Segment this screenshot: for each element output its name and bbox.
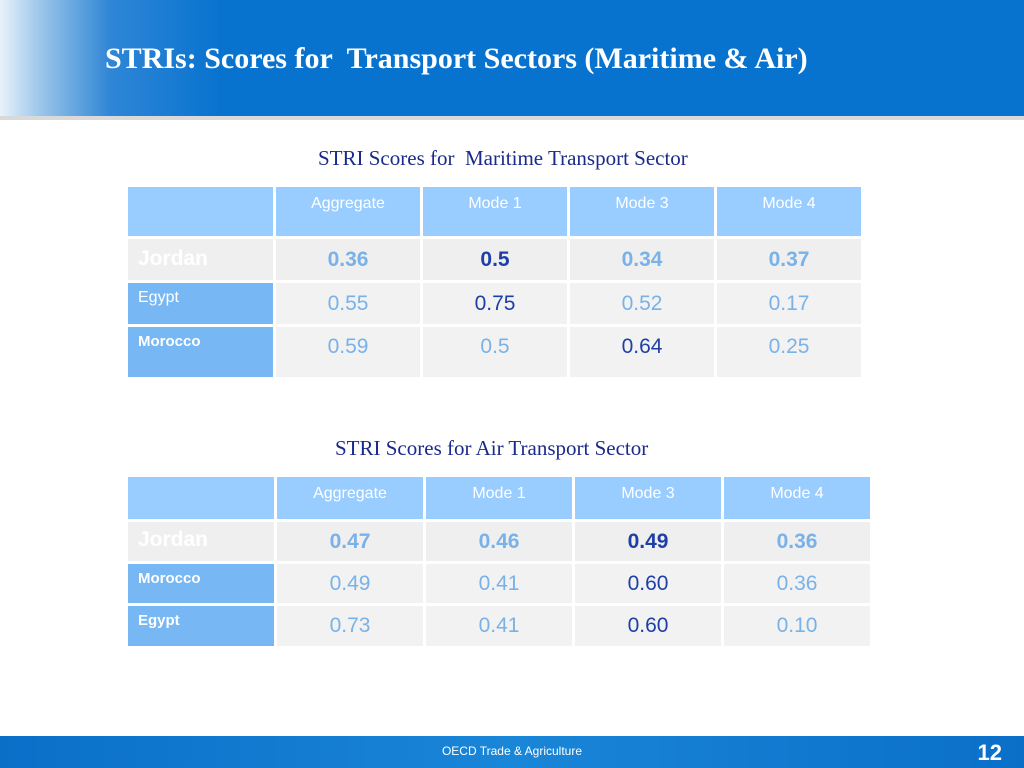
column-header: Mode 3 [570, 187, 714, 236]
cell-value: 0.59 [276, 327, 420, 377]
cell-value: 0.5 [423, 327, 567, 377]
cell-value: 0.73 [277, 606, 423, 646]
table-row: Morocco 0.49 0.41 0.60 0.36 [128, 564, 870, 603]
maritime-caption: STRI Scores for Maritime Transport Secto… [318, 146, 688, 170]
cell-value: 0.75 [423, 283, 567, 324]
row-header: Morocco [128, 564, 274, 603]
cell-value: 0.17 [717, 283, 861, 324]
cell-value: 0.25 [717, 327, 861, 377]
cell-value: 0.49 [575, 522, 721, 561]
table-row: Egypt 0.73 0.41 0.60 0.10 [128, 606, 870, 646]
column-header: Mode 1 [426, 477, 572, 519]
row-header: Egypt [128, 283, 273, 324]
cell-value: 0.36 [724, 564, 870, 603]
column-header: Mode 1 [423, 187, 567, 236]
cell-value: 0.41 [426, 606, 572, 646]
row-header: Jordan [128, 522, 274, 561]
table-row: Jordan 0.36 0.5 0.34 0.37 [128, 239, 861, 280]
air-table: Aggregate Mode 1 Mode 3 Mode 4 Jordan 0.… [125, 474, 873, 649]
table-row: Egypt 0.55 0.75 0.52 0.17 [128, 283, 861, 324]
header-corner [128, 187, 273, 236]
slide-footer: OECD Trade & Agriculture 12 [0, 736, 1024, 768]
air-caption: STRI Scores for Air Transport Sector [335, 436, 649, 460]
column-header: Mode 3 [575, 477, 721, 519]
table-row: Jordan 0.47 0.46 0.49 0.36 [128, 522, 870, 561]
cell-value: 0.60 [575, 606, 721, 646]
cell-value: 0.55 [276, 283, 420, 324]
row-header: Jordan [128, 239, 273, 280]
table-row: Morocco 0.59 0.5 0.64 0.25 [128, 327, 861, 377]
cell-value: 0.60 [575, 564, 721, 603]
column-header: Aggregate [276, 187, 420, 236]
cell-value: 0.36 [276, 239, 420, 280]
maritime-table: Aggregate Mode 1 Mode 3 Mode 4 Jordan 0.… [125, 184, 864, 380]
column-header: Mode 4 [717, 187, 861, 236]
slide-header: STRIs: Scores for Transport Sectors (Mar… [0, 0, 1024, 120]
cell-value: 0.36 [724, 522, 870, 561]
table-header-row: Aggregate Mode 1 Mode 3 Mode 4 [128, 477, 870, 519]
cell-value: 0.5 [423, 239, 567, 280]
cell-value: 0.10 [724, 606, 870, 646]
cell-value: 0.49 [277, 564, 423, 603]
column-header: Mode 4 [724, 477, 870, 519]
header-corner [128, 477, 274, 519]
cell-value: 0.47 [277, 522, 423, 561]
cell-value: 0.46 [426, 522, 572, 561]
slide-title: STRIs: Scores for Transport Sectors (Mar… [105, 42, 808, 75]
row-header: Morocco [128, 327, 273, 377]
cell-value: 0.52 [570, 283, 714, 324]
cell-value: 0.34 [570, 239, 714, 280]
footer-text: OECD Trade & Agriculture [441, 744, 583, 758]
row-header: Egypt [128, 606, 274, 646]
table-header-row: Aggregate Mode 1 Mode 3 Mode 4 [128, 187, 861, 236]
cell-value: 0.37 [717, 239, 861, 280]
column-header: Aggregate [277, 477, 423, 519]
cell-value: 0.41 [426, 564, 572, 603]
page-number: 12 [977, 740, 1002, 765]
cell-value: 0.64 [570, 327, 714, 377]
